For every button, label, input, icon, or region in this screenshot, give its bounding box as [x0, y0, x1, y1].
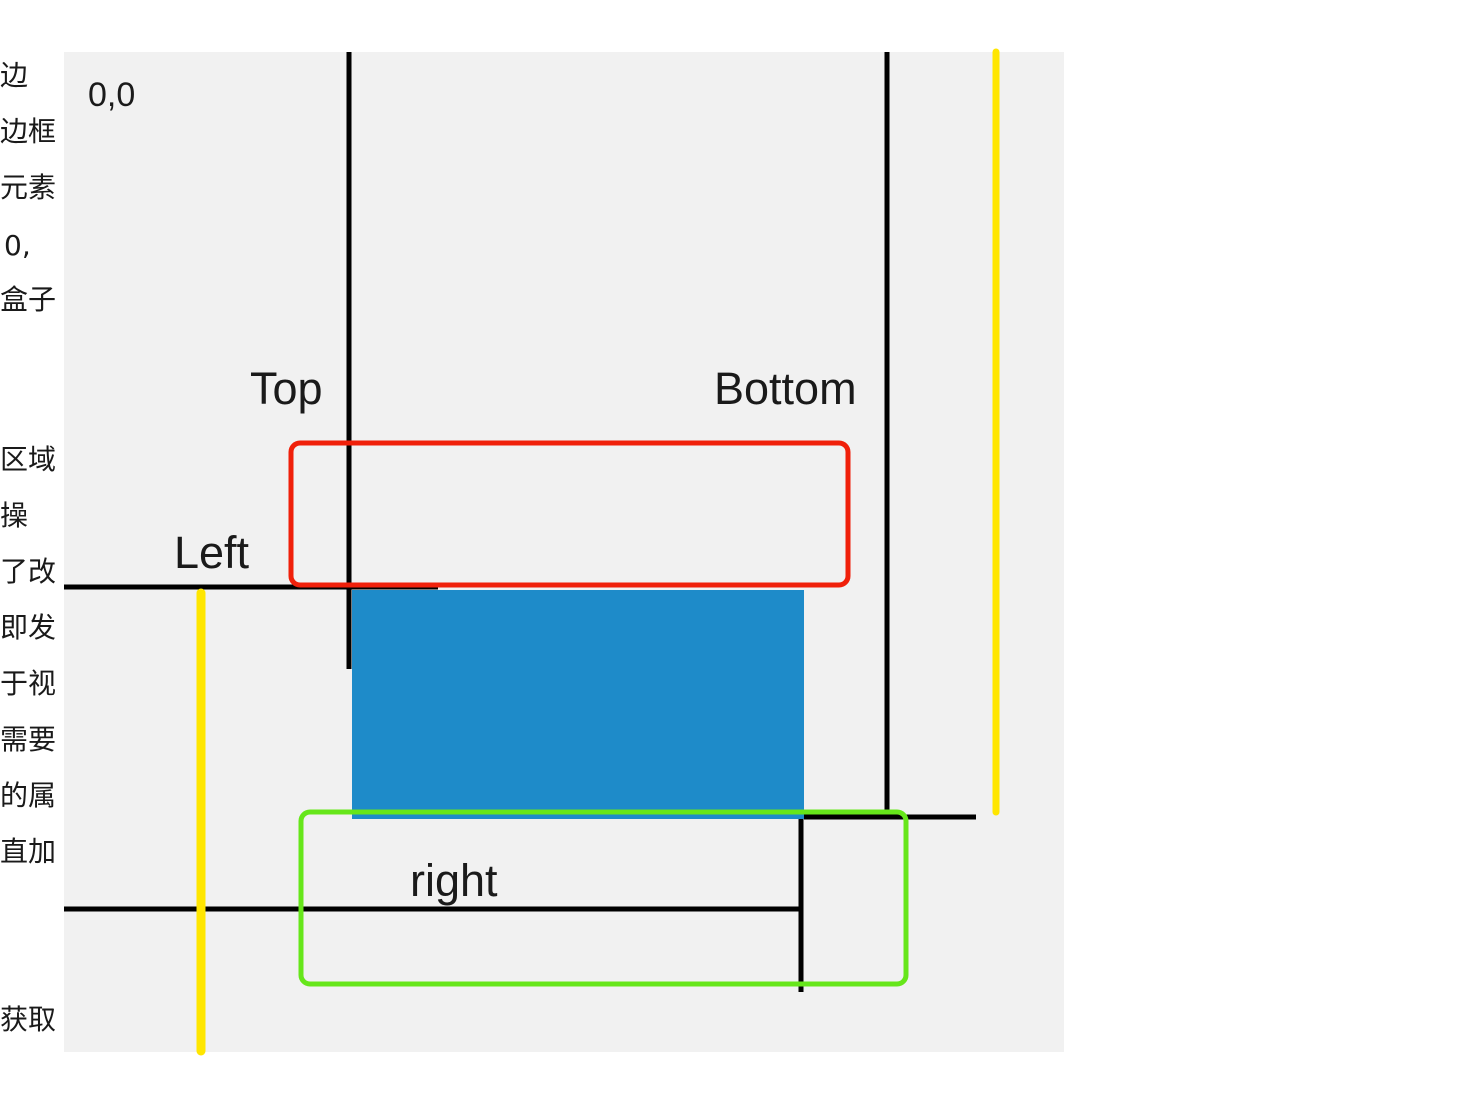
top-highlight-frame: [288, 440, 851, 588]
origin-label: 0,0: [88, 76, 135, 114]
sidebar-text-fragment: 边框: [0, 115, 57, 148]
sidebar-text-fragment: 直加: [0, 835, 57, 868]
sidebar-text-fragment: 获取: [0, 1003, 57, 1036]
sidebar-text-fragment: 即发: [0, 611, 57, 644]
sidebar-text-fragment: 操: [0, 499, 29, 532]
sidebar-text-fragment: 边: [0, 59, 29, 92]
bottom-label: Bottom: [714, 363, 857, 414]
sidebar-text-fragment: 了改: [0, 555, 57, 588]
diagram-canvas: [64, 52, 1064, 1052]
top-label: Top: [250, 363, 323, 414]
sidebar-text-fragment: 盒子: [0, 283, 57, 316]
left-label: Left: [174, 527, 250, 578]
right-highlight-frame: [298, 809, 909, 987]
right-label: right: [410, 855, 498, 906]
sidebar-text-fragment: 0,: [4, 229, 31, 262]
sidebar-text-fragment: 需要: [0, 723, 57, 756]
sidebar-text-fragment: 元素: [0, 171, 57, 204]
sidebar-text-fragment: 于视: [0, 667, 57, 700]
element-box: [352, 590, 804, 819]
sidebar-text-fragment: 区域: [0, 443, 57, 476]
sidebar-text-fragment: 的属: [0, 779, 57, 812]
sidebar-text-column: 边 边框 元素 0, 盒子 区域 操 了改 即发 于视 需要 的属 直加 获取: [0, 0, 64, 1120]
